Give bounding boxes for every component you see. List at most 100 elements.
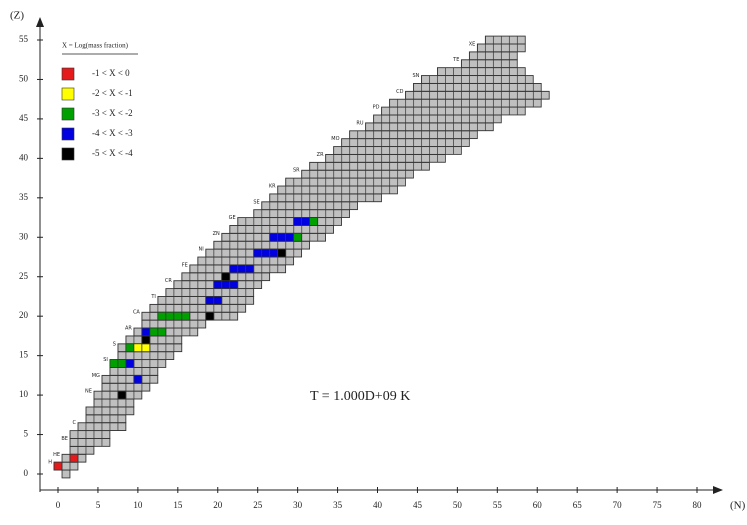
nuclide-row <box>460 59 518 69</box>
nuclide-row <box>381 106 526 116</box>
x-tick-label: 25 <box>253 500 263 510</box>
x-tick-label: 80 <box>693 500 703 510</box>
element-label: TE <box>452 57 459 63</box>
abundance-cell <box>69 453 79 463</box>
element-label: BE <box>61 436 68 442</box>
nuclide-row <box>141 319 207 329</box>
nuclide-row <box>421 75 534 84</box>
element-label: GE <box>229 215 236 221</box>
y-tick-label: 50 <box>19 74 29 84</box>
y-tick-label: 0 <box>24 468 29 478</box>
nuclide-row <box>213 240 311 250</box>
nuclide-row <box>165 288 255 297</box>
abundance-cell <box>285 232 295 242</box>
y-tick-label: 30 <box>19 231 29 241</box>
element-label: H <box>48 460 52 466</box>
abundance-cell <box>117 390 127 400</box>
abundance-cell <box>213 280 223 289</box>
nuclide-row <box>405 90 550 100</box>
legend-label: -1 < X < 0 <box>92 68 130 78</box>
abundance-cell <box>173 311 183 321</box>
abundance-cell <box>221 280 231 289</box>
y-tick-label: 20 <box>19 310 29 320</box>
element-label: XE <box>469 41 476 47</box>
nuclide-row <box>61 469 71 479</box>
nuclide-row <box>484 35 526 45</box>
legend-title: X = Log(mass fraction) <box>62 42 129 50</box>
nuclide-row <box>125 335 183 345</box>
nuclide-row <box>333 146 462 155</box>
abundance-cell <box>237 264 247 274</box>
abundance-cell <box>133 343 143 353</box>
nuclide-row <box>85 414 127 424</box>
abundance-cell <box>205 311 215 321</box>
nuclide-row <box>476 43 526 53</box>
legend-label: -2 < X < -1 <box>92 88 133 98</box>
x-tick-label: 50 <box>453 500 463 510</box>
nuclide-row <box>237 217 342 226</box>
legend-swatch <box>61 147 75 161</box>
legend-swatch <box>61 87 75 101</box>
nuclide-row <box>197 256 295 266</box>
nuclide-row <box>285 177 406 187</box>
y-axis-label: (Z) <box>10 10 24 22</box>
nuclide-row <box>117 351 175 360</box>
abundance-cell <box>221 272 231 282</box>
nuclide-row <box>93 398 135 408</box>
element-label: RU <box>356 120 363 126</box>
nuclide-row <box>77 422 127 431</box>
element-label: HE <box>53 452 60 458</box>
nuclide-row <box>301 169 414 179</box>
nuclide-row <box>69 445 95 455</box>
annotation: T = 1.000D+09 K <box>310 389 410 404</box>
x-tick-label: 20 <box>213 500 223 510</box>
element-label: ZN <box>213 231 220 237</box>
element-label: NE <box>85 389 92 395</box>
nuclide-row <box>149 303 247 313</box>
y-tick-label: 35 <box>19 192 29 202</box>
element-label: MG <box>92 373 100 379</box>
element-label: KR <box>269 183 276 189</box>
abundance-cell <box>141 335 151 345</box>
element-label: SR <box>293 168 300 174</box>
x-tick-label: 35 <box>333 500 343 510</box>
element-label: FE <box>182 262 188 268</box>
nuclide-row <box>69 438 111 447</box>
element-label: ZR <box>317 152 324 158</box>
nuclide-row <box>85 406 135 416</box>
legend-swatch <box>61 107 75 121</box>
element-label: CA <box>133 310 140 316</box>
abundance-cell <box>277 248 287 258</box>
nuclide-row <box>373 114 502 124</box>
element-label: S <box>113 341 116 347</box>
element-label: SE <box>253 199 259 205</box>
element-label: CD <box>396 89 403 95</box>
nuclide-row <box>349 130 478 140</box>
x-tick-label: 70 <box>613 500 623 510</box>
x-tick-label: 15 <box>173 500 183 510</box>
abundance-cell <box>269 248 279 258</box>
x-tick-label: 45 <box>413 500 423 510</box>
y-tick-label: 10 <box>19 389 29 399</box>
x-tick-label: 40 <box>373 500 383 510</box>
abundance-cell <box>141 343 151 353</box>
abundance-cell <box>125 343 135 353</box>
abundance-cell <box>157 311 167 321</box>
abundance-cell <box>165 311 175 321</box>
element-label: TI <box>150 294 156 300</box>
nuclide-row <box>309 161 430 171</box>
element-label: PD <box>373 105 380 111</box>
abundance-cell <box>117 359 127 368</box>
y-tick-label: 55 <box>19 34 29 44</box>
abundance-cell <box>301 217 311 226</box>
abundance-cell <box>245 264 255 274</box>
legend-swatch <box>61 67 75 81</box>
element-label: C <box>72 420 76 426</box>
x-axis-label: (N) <box>730 500 746 512</box>
abundance-cell <box>269 232 279 242</box>
abundance-cell <box>229 264 239 274</box>
nuclide-row <box>109 367 159 376</box>
legend-swatch <box>61 127 75 141</box>
y-tick-label: 15 <box>19 350 29 360</box>
